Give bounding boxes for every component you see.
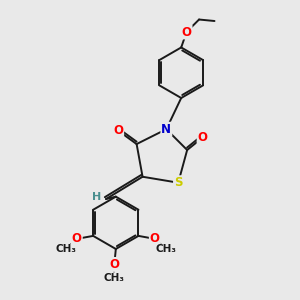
- Text: CH₃: CH₃: [104, 273, 125, 283]
- Text: O: O: [113, 124, 123, 137]
- Text: O: O: [182, 26, 192, 38]
- Text: O: O: [72, 232, 82, 245]
- Text: CH₃: CH₃: [55, 244, 76, 254]
- Text: H: H: [92, 192, 101, 202]
- Text: O: O: [150, 232, 160, 245]
- Text: N: N: [161, 123, 171, 136]
- Text: CH₃: CH₃: [156, 244, 177, 254]
- Text: O: O: [198, 131, 208, 144]
- Text: O: O: [109, 258, 119, 271]
- Text: S: S: [174, 176, 182, 189]
